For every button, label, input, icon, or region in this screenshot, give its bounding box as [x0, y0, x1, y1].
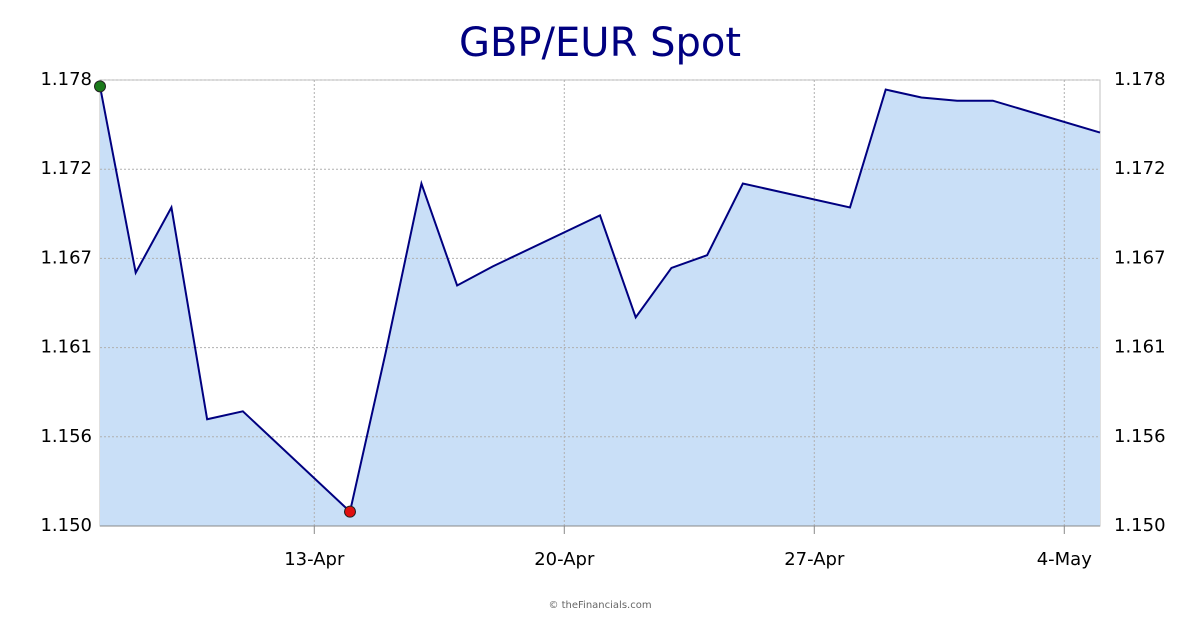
y2-tick-label: 1.156: [1114, 426, 1166, 447]
x-tick-label: 20-Apr: [534, 549, 595, 570]
y2-tick-label: 1.167: [1114, 247, 1166, 268]
area: [100, 86, 1100, 526]
y2-tick-label: 1.161: [1114, 337, 1166, 358]
min-marker: [344, 505, 356, 518]
y2-tick-label: 1.178: [1114, 69, 1166, 90]
line: [99, 86, 1101, 514]
chart-title: GBP/EUR Spot: [459, 20, 741, 66]
x-tick-label: 4-May: [1037, 549, 1093, 570]
y-tick-label: 1.156: [40, 426, 92, 447]
x-tick-label: 27-Apr: [784, 549, 845, 570]
y-tick-label: 1.178: [40, 69, 92, 90]
y2-tick-label: 1.172: [1114, 158, 1166, 179]
y-tick-label: 1.167: [40, 247, 92, 268]
y2-tick-label: 1.150: [1114, 515, 1166, 536]
y-tick-label: 1.172: [40, 158, 92, 179]
x-tick-label: 13-Apr: [284, 549, 345, 570]
y-tick-label: 1.161: [40, 337, 92, 358]
footer: © theFinancials.com: [548, 600, 651, 611]
max-marker: [94, 80, 106, 93]
y-tick-label: 1.150: [40, 515, 92, 536]
